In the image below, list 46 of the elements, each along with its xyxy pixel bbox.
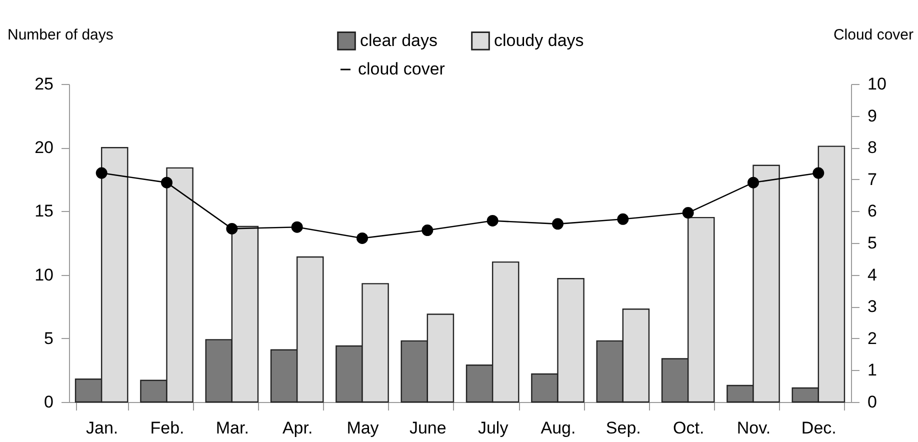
y2-tick-label: 9 [868, 106, 877, 126]
x-tick-label: Mar. [216, 418, 249, 438]
x-tick-label: Apr. [282, 418, 313, 438]
point [96, 167, 108, 179]
y2-tick-label: 2 [868, 328, 877, 348]
y2-tick-label: 1 [868, 360, 877, 380]
point [356, 232, 368, 244]
point [161, 176, 172, 188]
x-tick-label: Oct. [672, 418, 704, 438]
point [291, 221, 303, 233]
x-tick-label: Dec. [801, 418, 836, 438]
point [682, 207, 694, 219]
y2-axis-title: Cloud cover [833, 26, 914, 44]
y-tick-label: 20 [34, 138, 54, 158]
x-tick-label: Sep. [606, 418, 641, 438]
point [422, 224, 434, 236]
point [226, 222, 238, 234]
point [486, 215, 498, 226]
point [748, 176, 759, 188]
point [812, 167, 824, 179]
y-tick-label: 15 [34, 202, 54, 221]
y2-tick-label: 0 [868, 392, 877, 412]
x-tick-label: Aug. [540, 418, 576, 438]
x-tick-label: July [478, 418, 509, 438]
y-tick-label: 5 [44, 328, 54, 348]
y2-tick-label: 4 [868, 265, 877, 284]
point [617, 213, 629, 225]
y2-tick-label: 8 [868, 138, 877, 158]
y-axis-title: Number of days [8, 26, 114, 44]
x-tick-label: June [409, 418, 446, 438]
x-tick-label: Jan. [86, 418, 118, 438]
y2-tick-label: 7 [868, 170, 877, 189]
x-tick-label: Nov. [736, 418, 771, 438]
legend-label: cloud cover [358, 60, 446, 78]
x-tick-label: May [346, 418, 380, 438]
y2-tick-label: 10 [868, 74, 886, 94]
y-tick-label: 0 [44, 392, 54, 412]
y2-tick-label: 3 [868, 297, 877, 316]
y-tick-label: 10 [34, 265, 54, 284]
y2-tick-label: 5 [868, 234, 877, 252]
x-tick-label: Feb. [150, 418, 184, 438]
y2-tick-label: 6 [868, 202, 877, 221]
point [552, 218, 564, 230]
legend-label: clear days [360, 30, 438, 50]
y-tick-label: 25 [34, 74, 54, 94]
legend-label: cloudy days [494, 30, 584, 50]
